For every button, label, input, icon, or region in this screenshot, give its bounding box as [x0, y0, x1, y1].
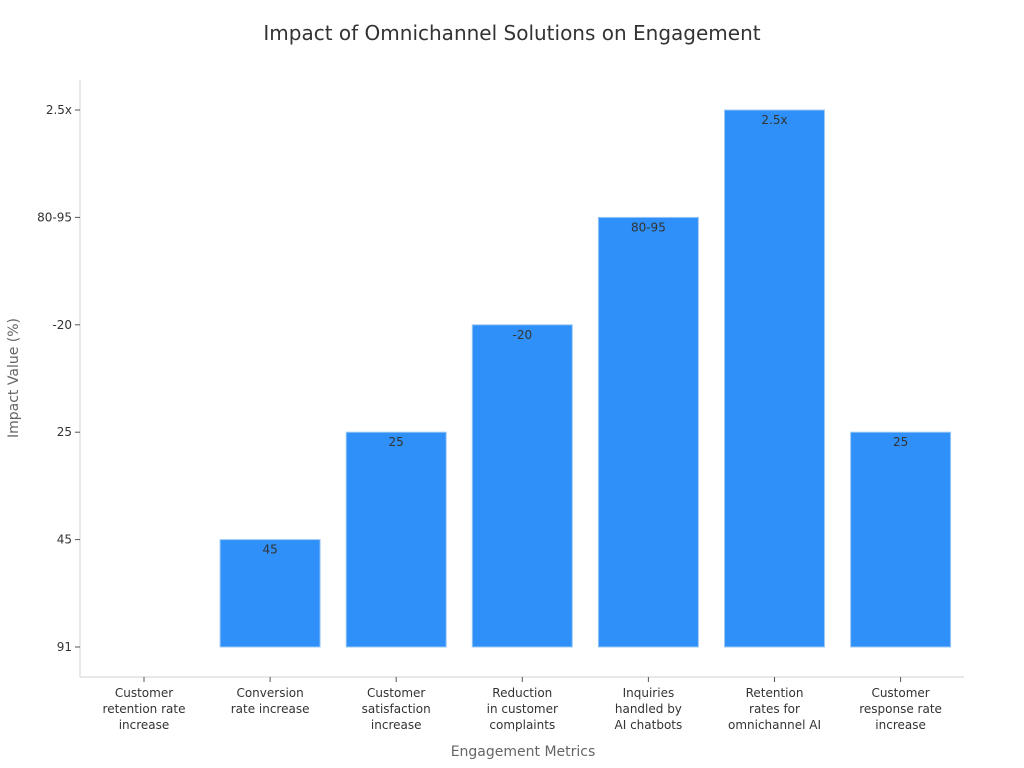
bar [345, 431, 447, 648]
bar-data-label: 45 [262, 543, 277, 557]
y-tick-label: 25 [57, 425, 72, 439]
x-tick-label: Reduction in customer complaints [487, 686, 558, 732]
y-tick-label: 80-95 [37, 210, 72, 224]
x-tick-label: Customer response rate increase [859, 686, 942, 732]
x-axis-title: Engagement Metrics [451, 744, 596, 760]
bar-data-label: -20 [512, 328, 532, 342]
x-tick-label: Conversion rate increase [231, 686, 310, 716]
y-axis-title: Impact Value (%) [6, 318, 22, 438]
x-tick-label: Retention rates for omnichannel AI [728, 686, 821, 732]
y-ticks-group: 91 45 25 -20 80-95 2.5x [37, 103, 80, 654]
bar [471, 324, 573, 648]
chart-title: Impact of Omnichannel Solutions on Engag… [263, 21, 760, 45]
bars-group: 45 25 -20 80-95 2.5x 25 [219, 109, 952, 648]
y-tick-label: -20 [52, 318, 72, 332]
bar-data-label: 80-95 [631, 220, 666, 234]
x-tick-label: Customer retention rate increase [103, 686, 186, 732]
bar-data-label: 25 [893, 435, 908, 449]
y-tick-label: 91 [57, 640, 72, 654]
x-tick-label: Inquiries handled by AI chatbots [615, 686, 683, 732]
y-tick-label: 45 [57, 533, 72, 547]
bar [724, 109, 825, 648]
bar [597, 216, 699, 648]
bar-data-label: 2.5x [761, 113, 787, 127]
bar-data-label: 25 [389, 435, 404, 449]
y-tick-label: 2.5x [46, 103, 72, 117]
x-ticks-group: Customer retention rate increase Conversion… [103, 677, 942, 732]
bar [850, 431, 952, 648]
x-tick-label: Customer satisfaction increase [362, 686, 431, 732]
bar [219, 539, 321, 648]
